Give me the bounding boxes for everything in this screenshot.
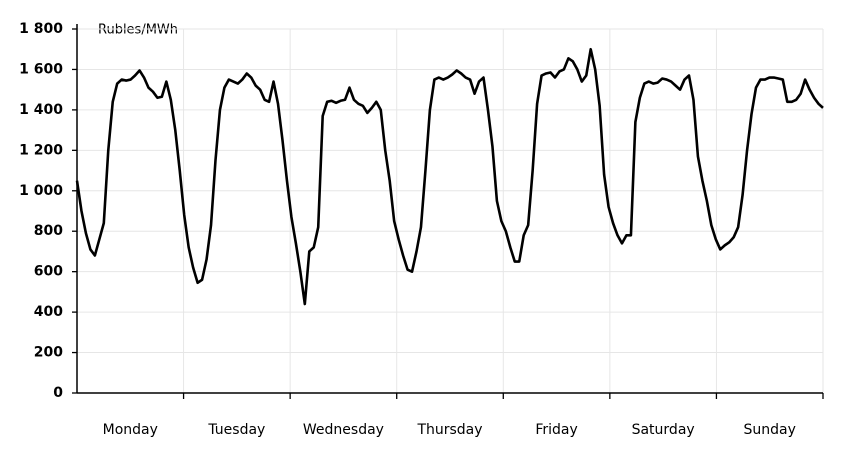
- y-tick-label: 0: [53, 385, 63, 401]
- x-tick-label: Saturday: [632, 422, 695, 438]
- x-tick-label: Thursday: [416, 422, 482, 438]
- y-tick-label: 1 600: [19, 61, 63, 77]
- y-tick-label: 600: [34, 264, 63, 280]
- data-line: [75, 47, 824, 306]
- y-tick-label: 1 400: [19, 102, 63, 118]
- y-tick-label: 200: [34, 345, 63, 361]
- x-tick-label: Friday: [535, 422, 577, 438]
- y-axis-label: Rubles/MWh: [98, 23, 178, 38]
- y-tick-label: 1 200: [19, 142, 63, 158]
- x-tick-label: Wednesday: [303, 422, 384, 438]
- y-tick-label: 1 000: [19, 183, 63, 199]
- x-tick-label: Monday: [103, 422, 158, 438]
- y-tick-label: 800: [34, 223, 63, 239]
- x-tick-label: Sunday: [744, 422, 796, 438]
- x-tick-label: Tuesday: [207, 422, 265, 438]
- y-tick-label: 1 800: [19, 21, 63, 37]
- y-tick-label: 400: [34, 304, 63, 320]
